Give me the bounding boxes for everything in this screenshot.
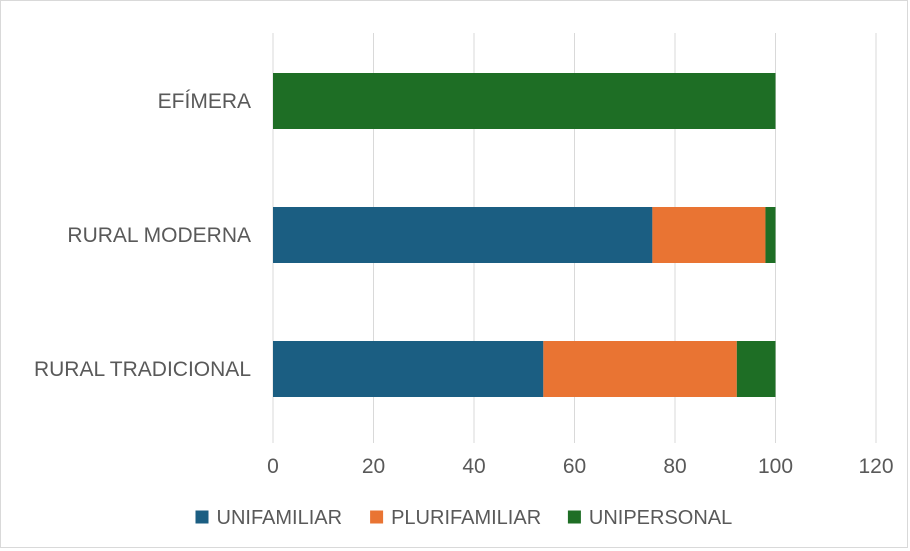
x-tick-label: 100 (758, 455, 793, 478)
bar-segment-plurifamiliar (543, 341, 737, 397)
x-tick-label: 20 (362, 455, 385, 478)
x-tick-label: 80 (663, 455, 686, 478)
legend-swatch (370, 510, 384, 524)
bar-segment-unipersonal (765, 207, 776, 263)
bar-segment-unipersonal (273, 73, 776, 129)
legend-label: UNIPERSONAL (589, 507, 732, 529)
bar-segment-unifamiliar (273, 207, 653, 263)
category-label: RURAL MODERNA (67, 224, 251, 247)
legend-swatch (195, 510, 209, 524)
bar-segment-unipersonal (736, 341, 776, 397)
category-label: EFÍMERA (158, 90, 251, 113)
legend-label: PLURIFAMILIAR (391, 507, 541, 529)
x-tick-label: 120 (858, 455, 893, 478)
x-tick-label: 60 (563, 455, 586, 478)
x-tick-label: 0 (267, 455, 279, 478)
legend-label: UNIFAMILIAR (217, 507, 343, 529)
bar-segment-unifamiliar (273, 341, 544, 397)
legend-swatch (567, 510, 581, 524)
x-tick-label: 40 (462, 455, 485, 478)
bar-segment-plurifamiliar (652, 207, 766, 263)
category-label: RURAL TRADICIONAL (34, 358, 251, 381)
